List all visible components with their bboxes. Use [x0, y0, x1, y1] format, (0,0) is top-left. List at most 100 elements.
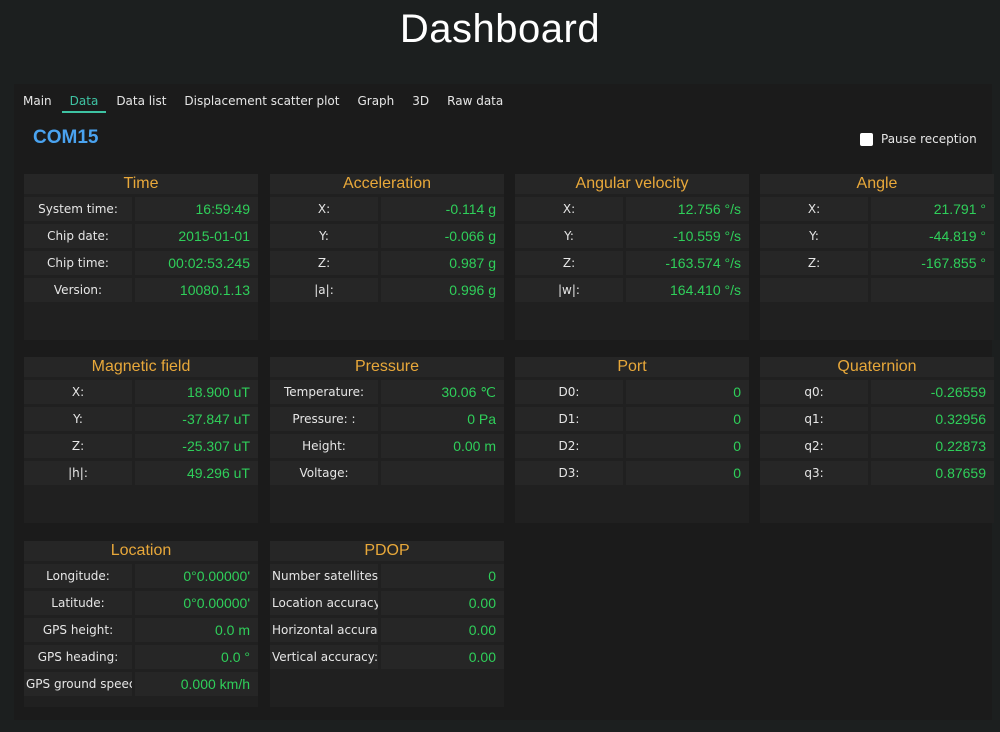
field-label [760, 278, 868, 302]
pause-reception-toggle[interactable]: Pause reception [860, 132, 977, 146]
card-title: Time [24, 174, 258, 194]
card-port: Port D0: 0 D1: 0 D2: 0 D3: 0 [515, 357, 749, 523]
field-value: -0.066 g [381, 224, 504, 248]
field-label: GPS heading: [24, 645, 132, 669]
field-value: 0.987 g [381, 251, 504, 275]
field-value: 12.756 °/s [626, 197, 749, 221]
data-row: Latitude: 0°0.00000' [24, 591, 258, 615]
field-value: 0 [626, 407, 749, 431]
field-label: Vertical accuracy: [270, 645, 378, 669]
field-value: -10.559 °/s [626, 224, 749, 248]
field-value: 164.410 °/s [626, 278, 749, 302]
data-row: D1: 0 [515, 407, 749, 431]
card-title: Angular velocity [515, 174, 749, 194]
field-label: Z: [515, 251, 623, 275]
field-label: Height: [270, 434, 378, 458]
card-title: Location [24, 541, 258, 561]
field-label: q2: [760, 434, 868, 458]
card-title: Angle [760, 174, 994, 194]
field-value: 0 Pa [381, 407, 504, 431]
tab-graph[interactable]: Graph [357, 94, 395, 108]
tab-displacement-scatter-plot[interactable]: Displacement scatter plot [184, 94, 340, 108]
field-label: X: [270, 197, 378, 221]
data-row: D3: 0 [515, 461, 749, 485]
data-row: System time: 16:59:49 [24, 197, 258, 221]
field-value: 49.296 uT [135, 461, 258, 485]
field-value: -0.114 g [381, 197, 504, 221]
card-quaternion: Quaternion q0: -0.26559 q1: 0.32956 q2: 0.2… [760, 357, 994, 523]
field-value: 0.00 [381, 591, 504, 615]
field-label: Z: [760, 251, 868, 275]
data-row: |h|: 49.296 uT [24, 461, 258, 485]
data-row: Pressure: :0 Pa [270, 407, 504, 431]
field-label: X: [515, 197, 623, 221]
data-row: Y: -0.066 g [270, 224, 504, 248]
tab-main[interactable]: Main [23, 94, 52, 108]
card-title: Pressure [270, 357, 504, 377]
card-title: Magnetic field [24, 357, 258, 377]
field-label: Chip date: [24, 224, 132, 248]
data-row: Z: -167.855 ° [760, 251, 994, 275]
tab-data-list[interactable]: Data list [116, 94, 167, 108]
data-row: q2: 0.22873 [760, 434, 994, 458]
field-value: 0.00 m [381, 434, 504, 458]
field-value: 0°0.00000' [135, 591, 258, 615]
tab-3d[interactable]: 3D [412, 94, 430, 108]
field-label: Number satellites: [270, 564, 378, 588]
card-angle: Angle X: 21.791 ° Y: -44.819 ° Z: -167.855 … [760, 174, 994, 340]
card-pressure: Pressure Temperature: 30.06 ℃ Pressure: :… [270, 357, 504, 523]
field-label: Latitude: [24, 591, 132, 615]
field-label: |a|: [270, 278, 378, 302]
field-value: 0.87659 [871, 461, 994, 485]
pause-label: Pause reception [881, 132, 977, 146]
data-row: X: 21.791 ° [760, 197, 994, 221]
field-value [871, 278, 994, 302]
card-title: PDOP [270, 541, 504, 561]
data-row: X: 12.756 °/s [515, 197, 749, 221]
field-value: 0 [381, 564, 504, 588]
field-label: D1: [515, 407, 623, 431]
field-value: 2015-01-01 [135, 224, 258, 248]
card-title: Port [515, 357, 749, 377]
data-row: Version: 10080.1.13 [24, 278, 258, 302]
field-value: 0.0 ° [135, 645, 258, 669]
field-value: 30.06 ℃ [381, 380, 504, 404]
field-label: Y: [270, 224, 378, 248]
field-label: q1: [760, 407, 868, 431]
data-row: q3: 0.87659 [760, 461, 994, 485]
field-label: Z: [270, 251, 378, 275]
data-row: Z: 0.987 g [270, 251, 504, 275]
card-title: Acceleration [270, 174, 504, 194]
card-pdop: PDOP Number satellites: 0 Location accura… [270, 541, 504, 707]
pause-checkbox[interactable] [860, 132, 873, 146]
field-value: 0 [626, 380, 749, 404]
field-value: 0.00 [381, 618, 504, 642]
field-label: Version: [24, 278, 132, 302]
field-label: |h|: [24, 461, 132, 485]
field-value: -167.855 ° [871, 251, 994, 275]
tab-data[interactable]: Data [61, 92, 108, 116]
field-value: 10080.1.13 [135, 278, 258, 302]
data-row: Temperature: 30.06 ℃ [270, 380, 504, 404]
field-label: Y: [515, 224, 623, 248]
tab-raw-data[interactable]: Raw data [447, 94, 504, 108]
field-value: -25.307 uT [135, 434, 258, 458]
field-value [381, 461, 504, 485]
field-label: GPS height: [24, 618, 132, 642]
data-row: Y: -10.559 °/s [515, 224, 749, 248]
field-value: -163.574 °/s [626, 251, 749, 275]
data-row: GPS ground speec 0.000 km/h [24, 672, 258, 696]
field-label: Z: [24, 434, 132, 458]
data-row: GPS height: 0.0 m [24, 618, 258, 642]
field-value: 0°0.00000' [135, 564, 258, 588]
card-time: Time System time: 16:59:49 Chip date: 2015… [24, 174, 258, 340]
tab-bar: Main Data Data list Displacement scatter… [14, 92, 512, 118]
field-label: X: [24, 380, 132, 404]
field-label: Pressure: : [270, 407, 378, 431]
data-row: X: 18.900 uT [24, 380, 258, 404]
page-title: Dashboard [399, 7, 601, 51]
field-value: 21.791 ° [871, 197, 994, 221]
field-value: -0.26559 [871, 380, 994, 404]
data-row: Horizontal accurac 0.00 [270, 618, 504, 642]
field-label: Y: [24, 407, 132, 431]
